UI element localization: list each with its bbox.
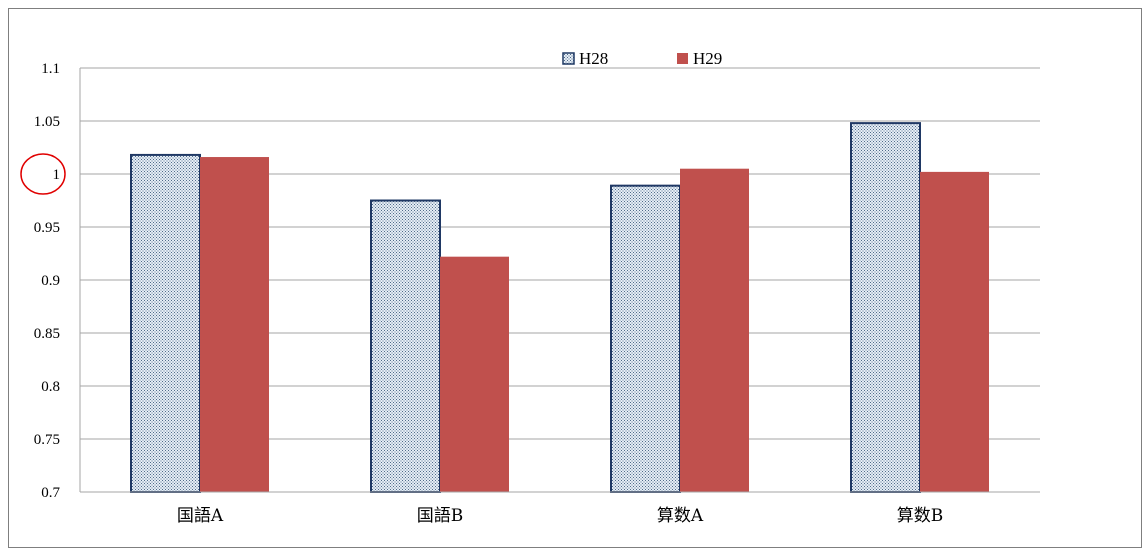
bar-h28-2: [610, 184, 681, 493]
y-tick-label: 0.8: [41, 379, 60, 395]
legend: H28 H29: [562, 49, 722, 68]
y-tick-label: 0.7: [41, 485, 60, 501]
annotation: [20, 153, 66, 195]
legend-swatch-h28: [562, 52, 575, 65]
legend-label-h28: H28: [579, 49, 608, 68]
y-tick-label: 0.75: [34, 432, 60, 448]
bar-h28-1: [370, 199, 441, 493]
bars: [130, 122, 989, 494]
y-tick-label: 0.9: [41, 273, 60, 289]
bar-h28-3: [850, 122, 921, 494]
highlight-circle: [20, 153, 66, 195]
legend-label-h29: H29: [693, 49, 722, 68]
bar-h28-0: [130, 153, 201, 493]
legend-swatch-h29: [677, 53, 688, 64]
x-tick-label: 算数B: [897, 506, 944, 524]
y-tick-label: 1.1: [41, 61, 60, 77]
bar-h29-3: [920, 171, 989, 492]
y-tick-label: 0.85: [34, 326, 60, 342]
bar-h29-0: [200, 157, 269, 493]
y-axis: 0.7 0.75 0.8 0.85 0.9 0.95 1 1.05 1.1: [34, 61, 81, 501]
y-tick-label: 1: [53, 167, 61, 183]
bar-h29-2: [680, 168, 749, 492]
y-tick-label: 0.95: [34, 220, 60, 236]
x-tick-label: 国語A: [177, 506, 224, 524]
bar-h29-1: [440, 256, 509, 492]
x-tick-label: 算数A: [657, 506, 704, 524]
x-tick-label: 国語B: [417, 506, 464, 524]
x-axis: 国語A 国語B 算数A 算数B: [80, 491, 1040, 524]
bar-chart: 0.7 0.75 0.8 0.85 0.9 0.95 1 1.05 1.1 国語A 国語B 算数A 算…: [20, 49, 1040, 524]
y-tick-label: 1.05: [34, 114, 60, 130]
